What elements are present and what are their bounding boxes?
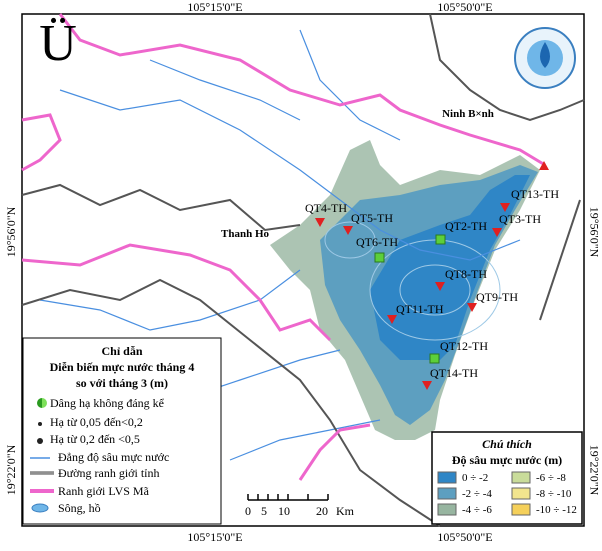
legend-subtitle: Diễn biến mực nước tháng 4 bbox=[50, 360, 195, 374]
station-label: QT13-TH bbox=[511, 187, 559, 201]
station-label: QT9-TH bbox=[476, 290, 518, 304]
legend-icons bbox=[30, 398, 54, 513]
grid-label: 19°22'0"N bbox=[587, 445, 601, 496]
depth-class: -4 ÷ -6 bbox=[462, 504, 492, 516]
legend-subtitle: so với tháng 3 (m) bbox=[76, 376, 168, 390]
legend-title: Chỉ dẫn bbox=[101, 344, 142, 358]
station-label: QT11-TH bbox=[396, 302, 444, 316]
station-label: QT2-TH bbox=[445, 219, 487, 233]
place-label: Thanh Ho bbox=[221, 228, 269, 240]
station-label: QT5-TH bbox=[351, 211, 393, 225]
depth-legend-box bbox=[431, 431, 583, 525]
logo bbox=[514, 27, 576, 89]
station-label: QT6-TH bbox=[356, 235, 398, 249]
depth-class: -6 ÷ -8 bbox=[536, 472, 566, 484]
rivers bbox=[39, 29, 521, 461]
basin-boundary bbox=[21, 13, 546, 481]
scale-label: 5 bbox=[261, 504, 267, 518]
legend-item: Đẳng độ sâu mực nước bbox=[58, 450, 169, 464]
depth-legend-subtitle: Độ sâu mực nước (m) bbox=[452, 453, 562, 467]
station-label: QT12-TH bbox=[440, 339, 488, 353]
legend-item: Dâng hạ không đáng kể bbox=[50, 396, 165, 410]
place-label: Ninh B×nh bbox=[442, 108, 494, 120]
grid-label: 19°56'0"N bbox=[4, 206, 18, 257]
grid-label: 19°56'0"N bbox=[587, 207, 601, 258]
depth-class: -8 ÷ -10 bbox=[536, 488, 572, 500]
station-label: QT4-TH bbox=[305, 201, 347, 215]
depth-class: -2 ÷ -4 bbox=[462, 488, 492, 500]
province-boundary bbox=[21, 13, 585, 527]
station-markers bbox=[315, 161, 549, 390]
contours bbox=[324, 221, 501, 341]
grid-label: 105°15'0"E bbox=[187, 0, 242, 14]
scale-label: 10 bbox=[278, 504, 290, 518]
grid-label: 105°50'0"E bbox=[437, 530, 492, 544]
depth-swatches bbox=[437, 471, 531, 516]
grid-label: 19°22'0"N bbox=[4, 444, 18, 495]
station-label: QT3-TH bbox=[499, 212, 541, 226]
grid-label: 105°50'0"E bbox=[437, 0, 492, 14]
station-label: QT8-TH bbox=[445, 267, 487, 281]
scale-unit: Km bbox=[336, 504, 355, 518]
scale-label: 20 bbox=[316, 504, 328, 518]
scale-bar bbox=[247, 494, 329, 501]
north-arrow: Ü bbox=[39, 15, 77, 72]
legend-item: Hạ từ 0,05 đến<0,2 bbox=[50, 415, 143, 429]
legend-item: Ranh giới LVS Mã bbox=[58, 484, 150, 498]
depth-class: 0 ÷ -2 bbox=[462, 472, 488, 484]
legend-box bbox=[22, 337, 222, 525]
depth-legend-title: Chú thích bbox=[482, 437, 532, 451]
legend-item: Đường ranh giới tỉnh bbox=[58, 466, 160, 480]
scale-label: 0 bbox=[245, 504, 251, 518]
legend-item: Hạ từ 0,2 đến <0,5 bbox=[50, 432, 140, 446]
station-label: QT14-TH bbox=[430, 366, 478, 380]
legend-item: Sông, hồ bbox=[58, 501, 101, 515]
depth-class: -10 ÷ -12 bbox=[536, 504, 577, 516]
grid-label: 105°15'0"E bbox=[187, 530, 242, 544]
